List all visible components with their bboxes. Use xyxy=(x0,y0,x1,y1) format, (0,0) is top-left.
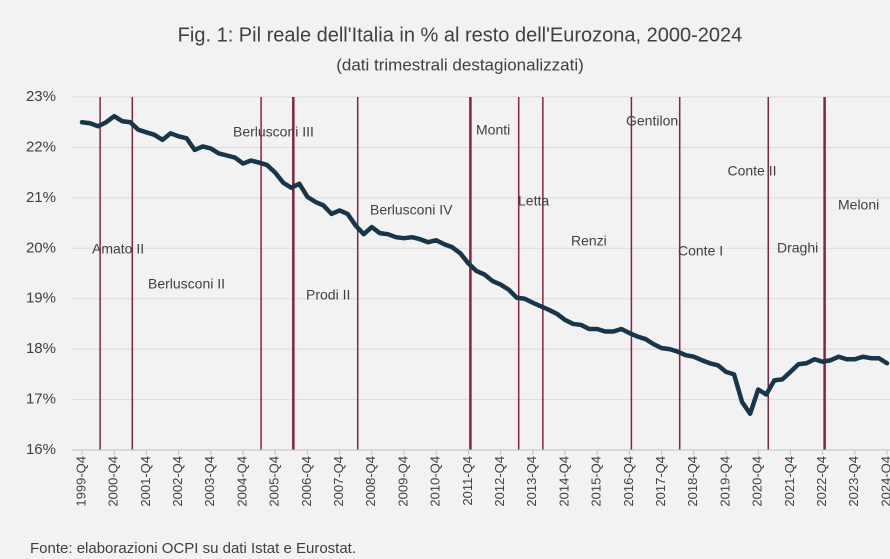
government-label: Renzi xyxy=(571,233,607,249)
government-label: Berlusconi II xyxy=(148,276,225,292)
x-tick-label: 2000-Q4 xyxy=(106,456,121,507)
y-tick-label: 20% xyxy=(26,239,56,256)
y-tick-label: 21% xyxy=(26,189,56,206)
x-tick-label: 2005-Q4 xyxy=(267,456,282,507)
chart-title: Fig. 1: Pil reale dell'Italia in % al re… xyxy=(178,24,743,46)
source-note: Fonte: elaborazioni OCPI su dati Istat e… xyxy=(30,540,356,557)
x-tick-label: 2012-Q4 xyxy=(492,456,507,507)
x-tick-label: 2019-Q4 xyxy=(717,456,732,507)
x-tick-label: 2003-Q4 xyxy=(202,456,217,507)
y-tick-label: 16% xyxy=(26,441,56,458)
x-tick-label: 2022-Q4 xyxy=(814,456,829,507)
government-label: Gentiloni xyxy=(626,113,681,129)
x-tick-label: 2002-Q4 xyxy=(170,456,185,507)
x-tick-label: 2014-Q4 xyxy=(556,456,571,507)
x-tick-label: 2017-Q4 xyxy=(653,456,668,507)
government-label: Prodi II xyxy=(306,287,350,303)
x-tick-label: 2004-Q4 xyxy=(234,456,249,507)
x-tick-label: 2016-Q4 xyxy=(621,456,636,507)
government-label: Berlusconi III xyxy=(233,124,314,140)
y-tick-label: 18% xyxy=(26,340,56,357)
x-tick-label: 2020-Q4 xyxy=(750,456,765,507)
data-line xyxy=(79,113,890,416)
y-tick-label: 17% xyxy=(26,391,56,408)
government-label: Amato II xyxy=(92,241,144,257)
x-tick-label: 2013-Q4 xyxy=(524,456,539,507)
government-label: Berlusconi IV xyxy=(370,202,453,218)
government-label: Letta xyxy=(518,193,549,209)
x-tick-label: 2008-Q4 xyxy=(363,456,378,507)
x-tick-label: 2009-Q4 xyxy=(395,456,410,507)
x-tick-label: 2023-Q4 xyxy=(846,456,861,507)
x-tick-label: 2011-Q4 xyxy=(460,456,475,506)
x-tick-label: 2024-Q4 xyxy=(878,456,890,507)
x-tick-label: 2015-Q4 xyxy=(589,456,604,507)
x-tick-label: 2021-Q4 xyxy=(782,456,797,507)
x-tick-label: 2010-Q4 xyxy=(428,456,443,507)
government-label: Meloni xyxy=(838,197,879,213)
x-tick-label: 2001-Q4 xyxy=(138,456,153,507)
chart-subtitle: (dati trimestrali destagionalizzati) xyxy=(336,55,584,74)
x-tick-label: 2018-Q4 xyxy=(685,456,700,507)
government-label: Conte I xyxy=(678,243,723,259)
government-label: Monti xyxy=(476,122,510,138)
x-tick-label: 1999-Q4 xyxy=(73,456,88,507)
x-tick-label: 2007-Q4 xyxy=(331,456,346,507)
government-label: Draghi xyxy=(777,240,818,256)
x-tick-label: 2006-Q4 xyxy=(299,456,314,507)
government-label: Conte II xyxy=(727,163,776,179)
y-tick-label: 23% xyxy=(26,88,56,105)
y-tick-label: 19% xyxy=(26,290,56,307)
y-tick-label: 22% xyxy=(26,138,56,155)
